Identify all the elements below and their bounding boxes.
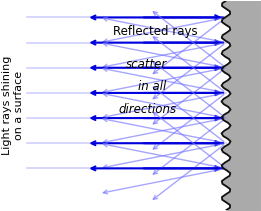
Text: directions: directions	[118, 103, 176, 116]
Text: Reflected rays: Reflected rays	[113, 25, 198, 38]
Text: scatter: scatter	[126, 58, 167, 71]
Text: Light rays shining
on a surface: Light rays shining on a surface	[2, 56, 23, 155]
Text: in all: in all	[138, 80, 167, 93]
